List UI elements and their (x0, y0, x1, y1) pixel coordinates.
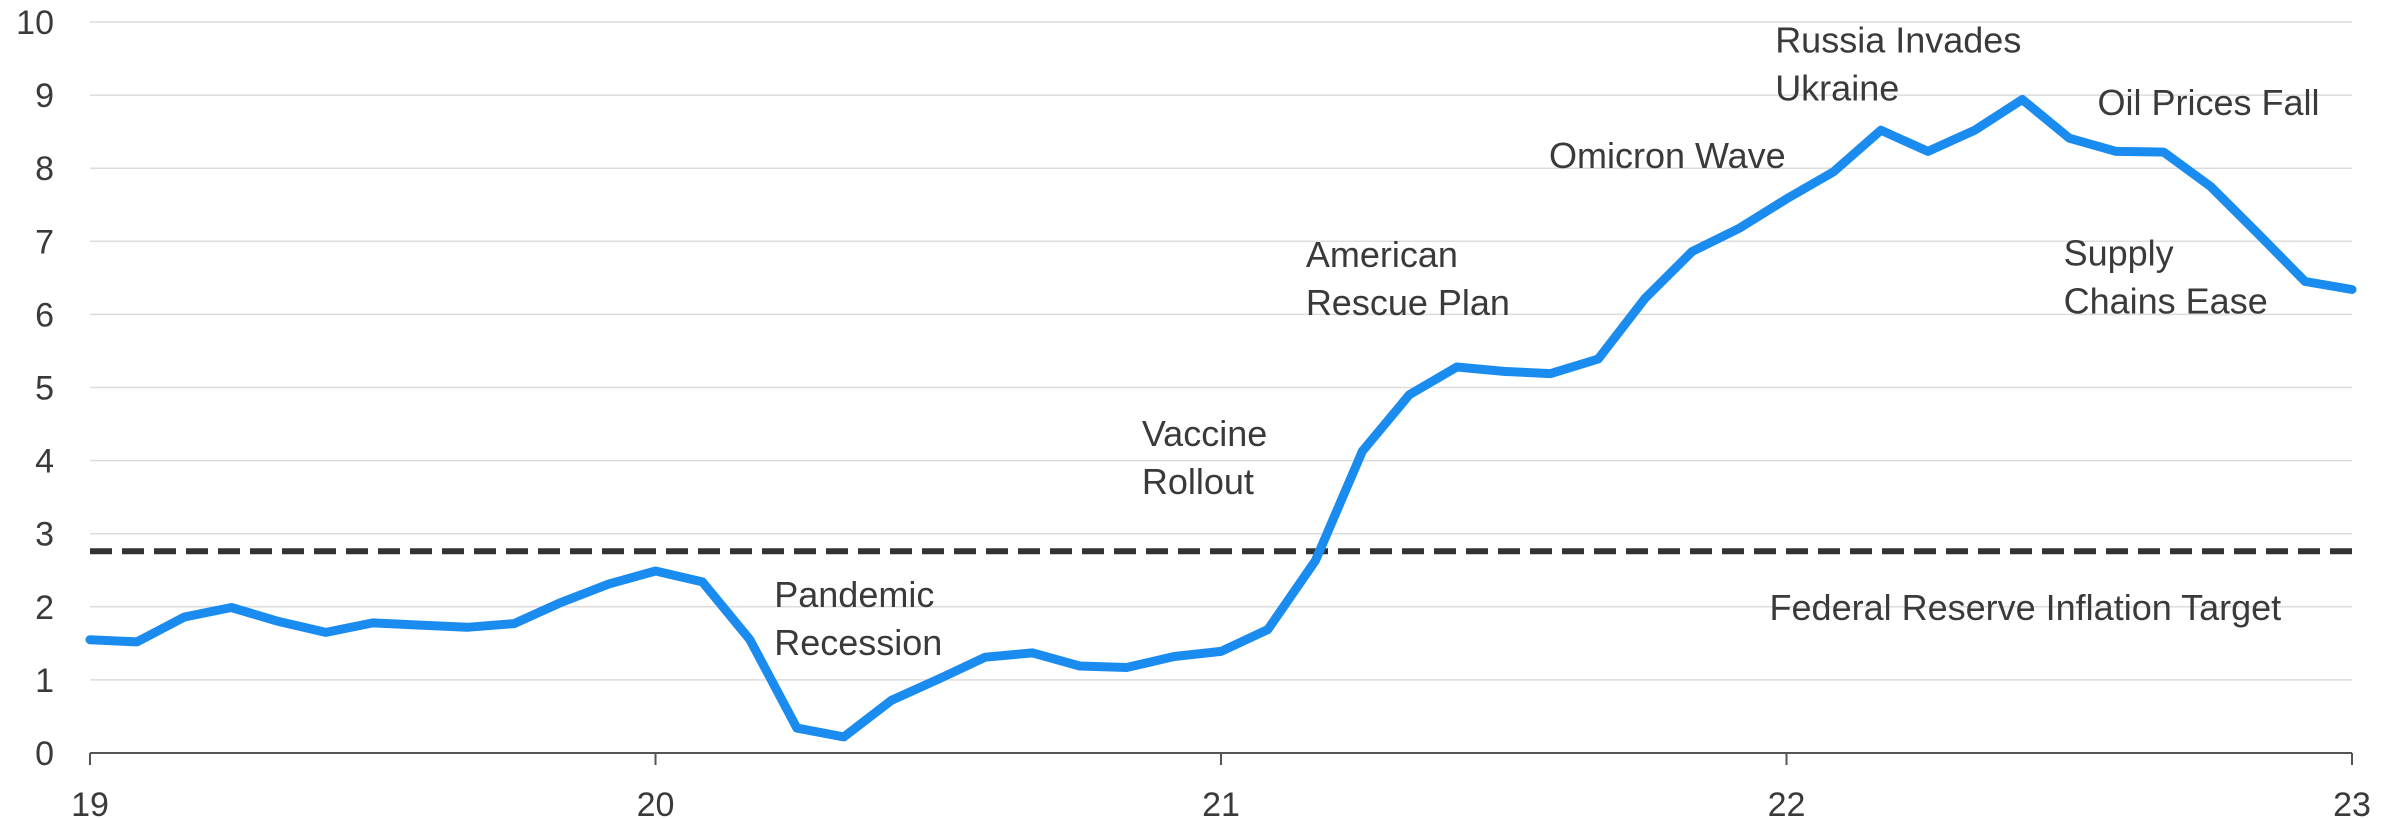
annotation-label: Omicron Wave (1549, 135, 1786, 176)
x-tick-label: 23 (2333, 786, 2371, 819)
y-tick-label: 1 (35, 662, 54, 700)
x-tick-label: 19 (71, 786, 109, 819)
annotation-line: Pandemic (774, 574, 934, 615)
y-tick-label: 5 (35, 370, 54, 408)
y-tick-label: 0 (35, 735, 54, 773)
y-tick-label: 8 (35, 150, 54, 188)
annotation-line: Rescue Plan (1306, 282, 1510, 323)
x-tick-label: 21 (1202, 786, 1240, 819)
annotation-label: American Rescue Plan (1306, 234, 1510, 323)
annotation-line: Omicron Wave (1549, 135, 1786, 176)
annotation-label: Supply Chains Ease (2064, 232, 2268, 321)
annotation-line: Supply (2064, 232, 2174, 273)
inflation-series-line (85, 95, 2357, 742)
y-tick-label: 2 (35, 589, 54, 627)
x-axis-tick-labels: 19 20 21 22 23 (71, 753, 2371, 819)
y-tick-label: 10 (16, 4, 54, 42)
annotations: Pandemic Recession Vaccine Rollout American R… (774, 20, 2319, 663)
annotation-line: Rollout (1142, 461, 1254, 502)
annotation-line: Vaccine (1142, 413, 1267, 454)
y-axis-tick-labels: 0 1 2 3 4 5 6 7 8 9 10 (16, 4, 54, 773)
y-tick-label: 6 (35, 296, 54, 334)
annotation-label: Russia Invades Ukraine (1775, 20, 2021, 109)
annotation-label: Vaccine Rollout (1142, 413, 1267, 502)
annotation-line: Recession (774, 622, 942, 663)
annotation-line: Federal Reserve Inflation Target (1770, 587, 2282, 628)
annotation-line: Chains Ease (2064, 280, 2268, 321)
gridlines (90, 21, 2352, 754)
annotation-line: Oil Prices Fall (2098, 82, 2320, 123)
annotation-label: Federal Reserve Inflation Target (1770, 587, 2282, 628)
x-tick-label: 22 (1768, 786, 1806, 819)
y-tick-label: 7 (35, 223, 54, 261)
annotation-label: Oil Prices Fall (2098, 82, 2320, 123)
y-tick-label: 9 (35, 77, 54, 115)
y-tick-label: 3 (35, 516, 54, 554)
y-tick-label: 4 (35, 443, 54, 481)
annotation-line: Ukraine (1775, 68, 1899, 109)
series-lines (85, 95, 2357, 742)
x-tick-label: 20 (637, 786, 675, 819)
annotation-line: American (1306, 234, 1458, 275)
annotation-label: Pandemic Recession (774, 574, 942, 663)
annotation-line: Russia Invades (1775, 20, 2021, 61)
